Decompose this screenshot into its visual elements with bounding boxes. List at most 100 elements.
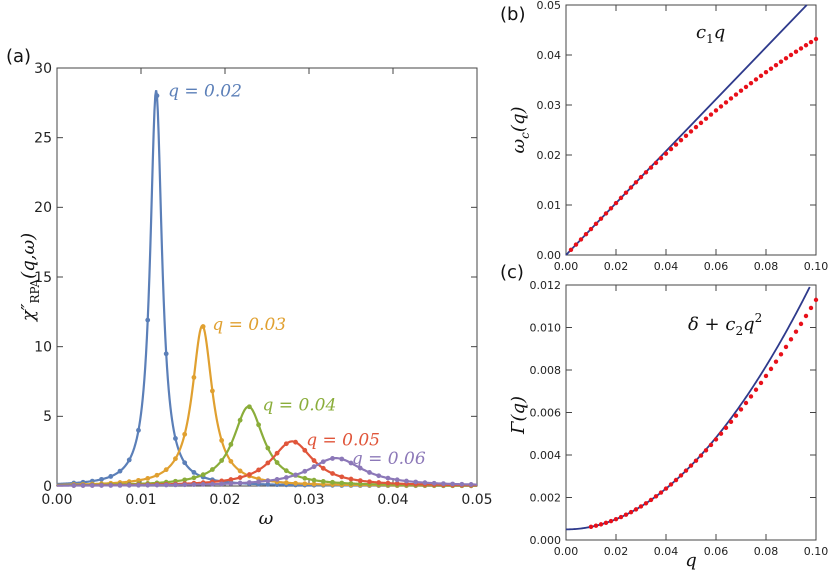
panel-b-point [743, 84, 749, 90]
panel-a-ylabel-main: χ″ [18, 303, 39, 323]
panel-c-point [598, 522, 604, 527]
panel-b-point [788, 52, 794, 58]
panel-a-point-q0.04 [219, 458, 225, 463]
panel-a-xlabel: ω [259, 508, 274, 529]
panel-b-point [613, 200, 619, 206]
panel-a-point-q0.06 [154, 482, 160, 488]
panel-a-curve-q0.02 [55, 90, 477, 487]
panel-c-point [643, 501, 649, 506]
panel-a-xtick-label: 0.02 [209, 492, 240, 508]
panel-a-point-q0.05 [293, 439, 298, 445]
panel-b-xtick-label: 0.02 [604, 260, 629, 273]
panel-b-point [783, 56, 789, 61]
panel-c-xtick-label: 0.04 [654, 545, 679, 558]
panel-c-point [758, 380, 764, 386]
panel-c-point [738, 407, 744, 412]
panel-a-point-q0.04 [265, 445, 271, 451]
panel-c-point [743, 400, 749, 406]
panel-c-point [808, 305, 814, 311]
panel-a-point-q0.02 [191, 469, 197, 475]
panel-b-point [698, 120, 704, 126]
panel-c-fit-label: δ + c2q2 [688, 311, 762, 338]
panel-c-point [653, 494, 659, 499]
panel-b-point [708, 112, 714, 117]
panel-a-point-q0.04 [210, 467, 215, 472]
panel-a-point-q0.06 [367, 470, 372, 475]
panel-a-ytick-label: 10 [34, 340, 52, 356]
panel-b-label: (b) [500, 4, 525, 25]
panel-c-point [683, 468, 689, 473]
panel-a-point-q0.03 [219, 438, 225, 443]
panel-b-point [738, 88, 744, 93]
panel-a-ylabel-sub: RPA [28, 279, 42, 304]
panel-c-point [628, 509, 634, 515]
panel-b-point [688, 129, 694, 134]
panel-c-xtick-label: 0.08 [754, 545, 779, 558]
panel-b-point [598, 216, 604, 221]
panel-a-point-q0.04 [302, 475, 308, 481]
panel-c-point [788, 337, 794, 342]
panel-a-point-q0.02 [136, 427, 141, 433]
panel-a-point-q0.06 [348, 460, 354, 466]
panel-a-point-q0.04 [283, 468, 289, 474]
panel-c-point [668, 482, 674, 487]
panel-a-point-q0.06 [385, 475, 391, 481]
panel-c-point [773, 359, 779, 364]
panel-c-point [618, 514, 624, 520]
panel-a-label: (a) [6, 46, 31, 67]
panel-a-point-q0.03 [145, 476, 151, 481]
panel-c-xtick-label: 0.10 [804, 545, 829, 558]
panel-b-point [703, 116, 709, 121]
panel-c-point [783, 344, 789, 350]
panel-a-series-label: q = 0.02 [168, 81, 242, 101]
panel-a-point-q0.03 [163, 467, 169, 473]
panel-a-series-label: q = 0.03 [212, 315, 286, 335]
panel-a-point-q0.06 [265, 478, 271, 484]
panel-a-ytick-label: 25 [34, 131, 52, 147]
panel-c-point [693, 458, 699, 463]
panel-c-point [608, 518, 614, 524]
panel-b-point [683, 133, 689, 138]
panel-a: (a) 0.00 0.01 0.02 0.03 0.04 0.05 0 5 10 15 20 25 30… [6, 46, 493, 529]
panel-a-point-q0.02 [145, 317, 151, 323]
panel-c-point [658, 490, 664, 495]
panel-a-point-q0.06 [163, 482, 169, 488]
panel-a-point-q0.02 [126, 457, 132, 463]
panel-a-point-q0.04 [311, 477, 317, 483]
panel-b-point [568, 247, 574, 253]
panel-a-point-q0.06 [173, 482, 178, 488]
panel-a-point-q0.04 [256, 422, 261, 428]
panel-b-ytick-label: 0.01 [537, 199, 562, 212]
panel-a-point-q0.04 [246, 404, 252, 410]
panel-c-point [763, 373, 769, 379]
panel-a-point-q0.02 [182, 460, 188, 466]
panel-c-fit-label-main: δ + c [688, 314, 735, 335]
panel-b-point [798, 46, 804, 51]
panel-b-ytick-label: 0.03 [537, 99, 562, 112]
panel-a-point-q0.02 [265, 481, 271, 487]
panel-a-point-q0.06 [145, 482, 151, 488]
panel-b-fit-label-main: c [696, 22, 706, 43]
panel-a-xtick-label: 0.00 [41, 492, 72, 508]
panel-a-point-q0.05 [339, 474, 345, 480]
panel-c-point [723, 425, 729, 431]
panel-a-point-q0.06 [404, 478, 409, 484]
panel-b-point [748, 80, 754, 86]
panel-a-point-q0.06 [441, 481, 446, 487]
panel-b-point [693, 124, 699, 130]
panel-c-ytick-label: 0.002 [530, 491, 562, 504]
panel-c-ytick-label: 0.000 [530, 534, 562, 547]
panel-b-ylabel-sub: c [518, 132, 532, 139]
panel-a-point-q0.04 [274, 460, 280, 465]
panel-b-point [648, 165, 654, 170]
panel-b-point [633, 180, 639, 185]
panel-c-point [713, 437, 719, 442]
panel-a-point-q0.06 [376, 473, 382, 479]
panel-a-point-q0.06 [200, 481, 206, 487]
panel-c-ytick-label: 0.010 [530, 321, 562, 334]
panel-b-point [808, 39, 814, 45]
panel-a-point-q0.02 [163, 351, 169, 357]
panel-a-point-q0.05 [228, 477, 234, 482]
panel-a-point-q0.06 [302, 468, 308, 474]
